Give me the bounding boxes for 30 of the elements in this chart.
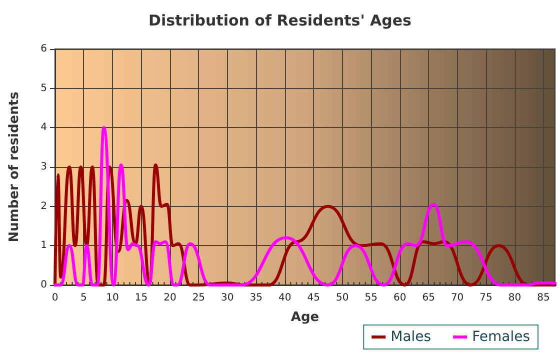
x-tick-label: 45 xyxy=(307,292,320,304)
x-tick-label: 0 xyxy=(52,292,58,304)
y-tick-label: 3 xyxy=(40,162,47,172)
x-tick-label: 65 xyxy=(422,292,435,304)
x-tick-label: 85 xyxy=(537,292,550,304)
x-tick-label: 70 xyxy=(450,292,464,304)
x-tick-label: 60 xyxy=(393,292,406,304)
x-tick-label: 20 xyxy=(164,292,176,304)
x-tick-label: 30 xyxy=(221,292,234,304)
x-tick-label: 5 xyxy=(80,292,87,304)
y-tick-label: 4 xyxy=(40,122,47,134)
x-tick-label: 35 xyxy=(250,292,263,304)
x-tick-label: 15 xyxy=(134,292,148,304)
y-tick-label: 2 xyxy=(40,200,47,212)
x-tick-label: 50 xyxy=(336,292,349,304)
y-tick-label: 5 xyxy=(40,82,47,94)
legend-label: Males xyxy=(390,329,432,345)
y-tick-label: 6 xyxy=(40,44,47,54)
x-axis-title: Age xyxy=(290,310,320,325)
x-tick-label: 55 xyxy=(364,292,378,304)
legend-label: Females xyxy=(472,329,530,345)
x-tick-label: 40 xyxy=(278,292,292,304)
y-axis-title: Number of residents xyxy=(7,91,22,242)
x-tick-label: 80 xyxy=(508,292,522,304)
x-tick-label: 25 xyxy=(192,292,206,304)
y-tick-label: 1 xyxy=(40,240,47,252)
x-tick-label: 10 xyxy=(106,292,119,304)
chart-title: Distribution of Residents' Ages xyxy=(148,12,412,30)
x-tick-label: 75 xyxy=(480,292,492,304)
y-tick-label: 0 xyxy=(40,280,47,290)
